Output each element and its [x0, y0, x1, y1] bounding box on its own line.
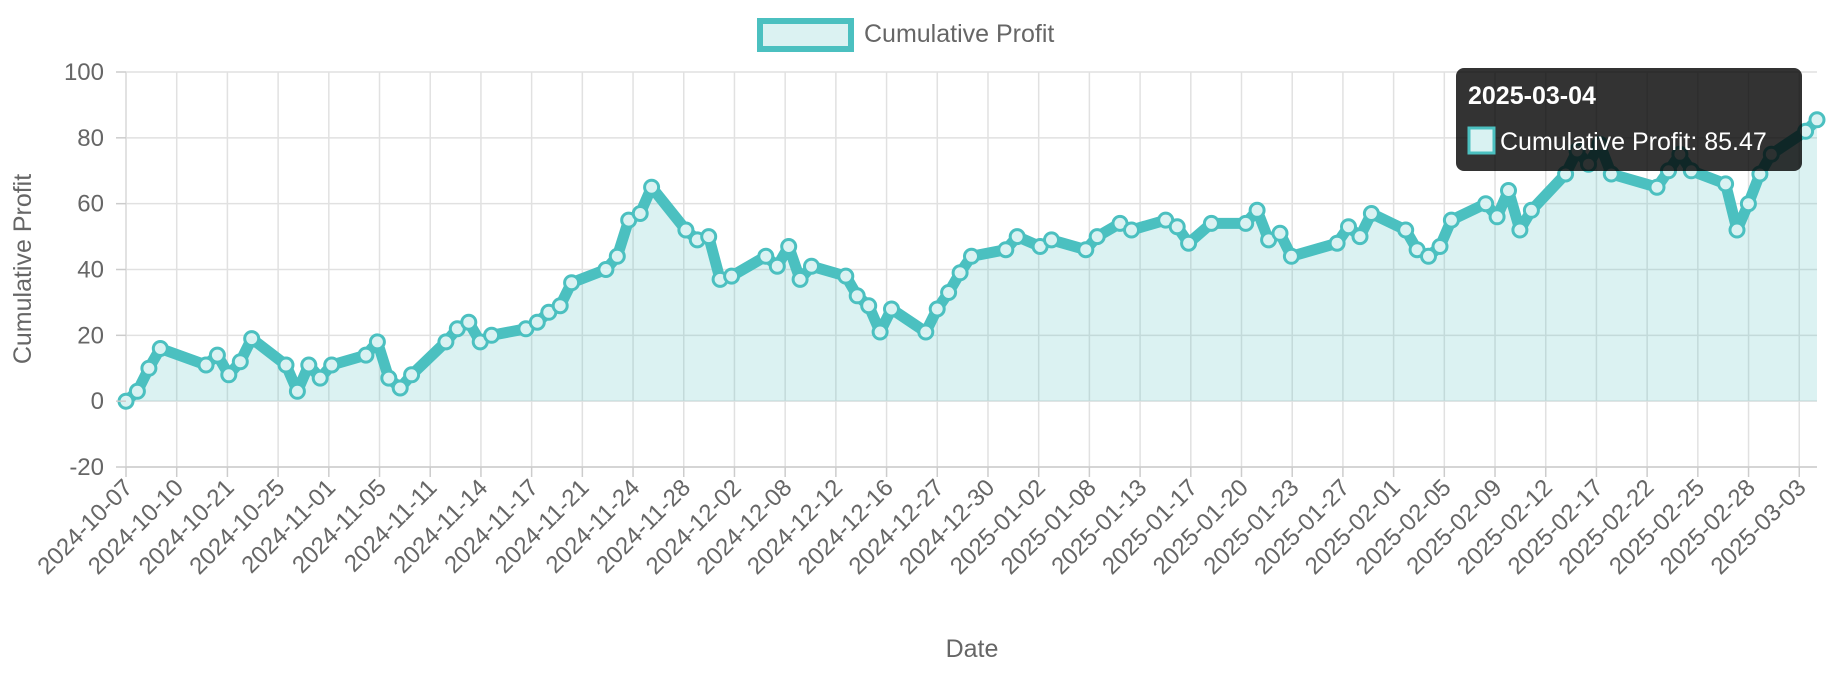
- data-point[interactable]: [1271, 224, 1289, 242]
- data-point[interactable]: [940, 284, 958, 301]
- legend[interactable]: Cumulative Profit: [757, 18, 1054, 52]
- tooltip: 2025-03-04 Cumulative Profit: 85.47: [1456, 68, 1802, 171]
- data-point[interactable]: [380, 369, 398, 387]
- data-point[interactable]: [700, 228, 718, 246]
- data-point[interactable]: [357, 346, 375, 364]
- data-point[interactable]: [1522, 201, 1540, 219]
- data-point[interactable]: [1488, 208, 1506, 226]
- data-point[interactable]: [391, 379, 409, 397]
- data-point[interactable]: [631, 205, 649, 222]
- y-tick-label: 80: [77, 125, 104, 152]
- gridlines: [125, 71, 1817, 468]
- data-point[interactable]: [197, 356, 215, 374]
- y-tick-label: -20: [69, 454, 104, 481]
- data-point[interactable]: [1237, 214, 1255, 232]
- data-point[interactable]: [551, 297, 569, 315]
- data-point[interactable]: [1442, 211, 1460, 229]
- data-point[interactable]: [1088, 228, 1106, 246]
- data-point[interactable]: [1717, 175, 1735, 193]
- data-point[interactable]: [323, 356, 341, 374]
- data-point[interactable]: [848, 287, 866, 305]
- data-point[interactable]: [1282, 247, 1300, 265]
- data-point[interactable]: [803, 257, 820, 275]
- data-point[interactable]: [403, 366, 421, 384]
- data-point[interactable]: [231, 353, 249, 371]
- data-point[interactable]: [951, 264, 969, 282]
- y-axis-ticks: -20 0 20 40 60 80 100: [64, 59, 126, 481]
- data-point[interactable]: [483, 326, 501, 344]
- data-point[interactable]: [768, 257, 786, 275]
- data-point[interactable]: [1739, 195, 1757, 213]
- tooltip-box: [1456, 68, 1802, 171]
- data-point[interactable]: [243, 330, 261, 348]
- data-point[interactable]: [1340, 218, 1357, 236]
- data-point[interactable]: [928, 300, 946, 318]
- data-point[interactable]: [1180, 234, 1198, 252]
- data-point[interactable]: [608, 247, 626, 265]
- tooltip-label: Cumulative Profit: 85.47: [1500, 128, 1767, 156]
- data-point[interactable]: [1248, 201, 1266, 219]
- data-point[interactable]: [1420, 247, 1437, 265]
- y-tick-label: 100: [64, 59, 104, 86]
- data-point[interactable]: [780, 238, 798, 255]
- legend-swatch: [757, 18, 854, 52]
- legend-label: Cumulative Profit: [864, 20, 1054, 48]
- data-point[interactable]: [1511, 221, 1529, 239]
- data-point[interactable]: [597, 261, 615, 278]
- data-point[interactable]: [1362, 205, 1380, 222]
- data-point[interactable]: [151, 340, 169, 357]
- data-point[interactable]: [460, 313, 478, 331]
- y-tick-label: 0: [91, 388, 104, 415]
- y-tick-label: 40: [77, 257, 104, 284]
- data-point[interactable]: [723, 267, 741, 285]
- data-point[interactable]: [437, 333, 455, 351]
- tooltip-title: 2025-03-04: [1468, 82, 1596, 110]
- data-point[interactable]: [1397, 221, 1415, 239]
- y-axis-title: Cumulative Profit: [9, 174, 37, 364]
- data-point[interactable]: [677, 221, 695, 239]
- data-point[interactable]: [208, 346, 226, 364]
- data-point[interactable]: [1202, 214, 1220, 232]
- data-point[interactable]: [128, 382, 146, 400]
- data-point[interactable]: [1500, 182, 1517, 199]
- data-point[interactable]: [883, 300, 900, 318]
- x-axis-title: Date: [946, 635, 999, 663]
- data-point[interactable]: [277, 356, 295, 374]
- y-tick-label: 60: [77, 191, 104, 218]
- data-point[interactable]: [643, 178, 661, 196]
- data-point[interactable]: [1168, 218, 1186, 236]
- data-point[interactable]: [140, 359, 158, 377]
- data-point[interactable]: [1728, 221, 1746, 239]
- data-point[interactable]: [1351, 228, 1369, 246]
- data-point[interactable]: [917, 323, 935, 341]
- data-point[interactable]: [368, 333, 386, 351]
- data-point[interactable]: [288, 382, 306, 400]
- data-point[interactable]: [871, 323, 889, 341]
- data-point[interactable]: [1477, 195, 1495, 213]
- data-point[interactable]: [757, 247, 775, 265]
- x-axis-ticks: 2024-10-072024-10-102024-10-212024-10-25…: [32, 467, 1811, 580]
- data-point[interactable]: [1008, 228, 1026, 246]
- data-point[interactable]: [1043, 231, 1060, 249]
- data-point[interactable]: [311, 369, 329, 387]
- data-point[interactable]: [1077, 241, 1095, 259]
- data-point[interactable]: [300, 356, 318, 374]
- data-point[interactable]: [1431, 238, 1449, 255]
- data-point[interactable]: [528, 313, 546, 331]
- y-tick-label: 20: [77, 322, 104, 349]
- data-point[interactable]: [860, 297, 878, 315]
- data-point[interactable]: [837, 267, 855, 285]
- data-point[interactable]: [1648, 178, 1666, 196]
- tooltip-color-swatch: [1467, 126, 1496, 155]
- data-point[interactable]: [563, 274, 581, 292]
- data-point[interactable]: [791, 270, 809, 288]
- data-point[interactable]: [997, 241, 1015, 259]
- data-point[interactable]: [1808, 111, 1826, 129]
- data-point[interactable]: [963, 247, 980, 265]
- data-point[interactable]: [1328, 234, 1346, 252]
- data-point[interactable]: [1123, 221, 1140, 239]
- data-point[interactable]: [220, 366, 238, 384]
